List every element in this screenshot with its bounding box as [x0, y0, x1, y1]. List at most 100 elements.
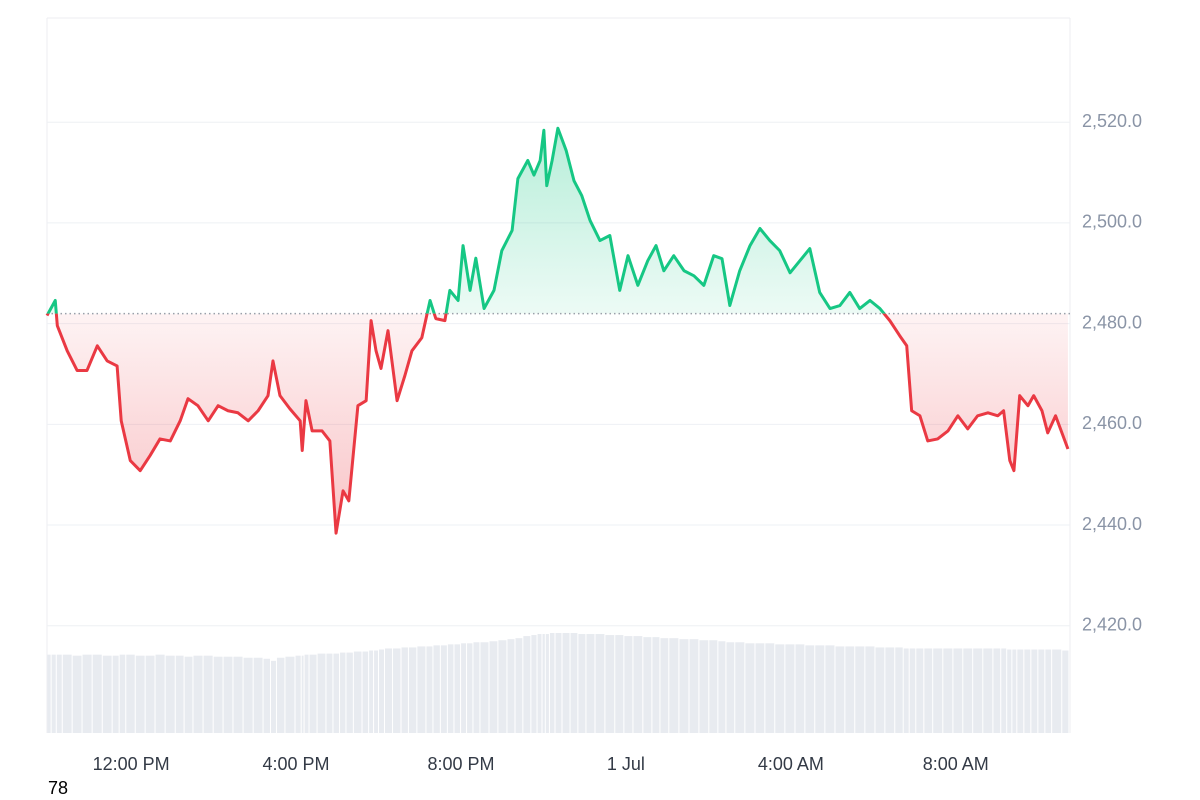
volume-bar	[253, 657, 263, 733]
volume-bar	[633, 636, 643, 733]
volume-bar	[362, 651, 369, 733]
volume-bar	[669, 638, 679, 733]
volume-bar	[276, 657, 285, 733]
volume-bar	[523, 636, 531, 733]
volume-bar	[542, 634, 545, 733]
volume-bar	[102, 655, 112, 733]
y-tick-label: 2,460.0	[1082, 413, 1142, 433]
volume-bar	[175, 655, 184, 733]
volume-bar	[709, 640, 718, 733]
volume-bar	[135, 655, 145, 733]
price-line-down	[45, 313, 1070, 535]
volume-bar	[555, 633, 562, 733]
volume-bar	[605, 635, 615, 733]
volume-bar	[689, 639, 699, 733]
y-tick-label: 2,500.0	[1082, 212, 1142, 232]
volume-bar	[263, 658, 270, 733]
volume-bar	[304, 654, 309, 733]
y-tick-label: 2,440.0	[1082, 514, 1142, 534]
volume-bar	[270, 660, 276, 733]
volume-bar	[461, 643, 467, 733]
volume-bar	[369, 650, 374, 733]
volume-bar	[875, 647, 885, 733]
volume-bar	[467, 643, 473, 733]
volume-bar	[595, 634, 605, 733]
volume-bar	[531, 635, 537, 733]
volume-bar	[333, 653, 340, 733]
y-tick-label: 2,520.0	[1082, 111, 1142, 131]
volume-bar	[549, 633, 555, 733]
volume-bar	[353, 651, 362, 733]
volume-bar	[643, 637, 652, 733]
volume-bar	[1062, 650, 1069, 733]
volume-bar	[586, 634, 595, 733]
y-tick-label: 2,480.0	[1082, 312, 1142, 332]
volume-bar	[1017, 649, 1024, 733]
volume-bar	[983, 648, 993, 733]
volume-bar	[447, 644, 454, 733]
y-tick-label: 2,420.0	[1082, 615, 1142, 635]
volume-bar	[795, 644, 805, 733]
volume-bar	[624, 636, 633, 733]
volume-bar	[401, 647, 408, 733]
volume-bar	[924, 648, 933, 733]
volume-bar	[309, 654, 317, 733]
volume-bar	[507, 639, 515, 733]
volume-bar	[865, 646, 875, 733]
area-up	[48, 128, 885, 314]
volume-bar	[845, 646, 855, 733]
volume-bar	[545, 634, 549, 733]
volume-bar	[973, 648, 983, 733]
volume-bar	[340, 652, 346, 733]
volume-bar	[184, 656, 193, 733]
volume-bar	[835, 646, 845, 733]
volume-bar	[433, 645, 440, 733]
volume-bar	[562, 633, 570, 733]
x-tick-label: 1 Jul	[607, 754, 645, 774]
volume-bar	[384, 648, 393, 733]
x-tick-label: 8:00 PM	[427, 754, 494, 774]
volume-bar	[233, 656, 243, 733]
volume-bar	[317, 653, 326, 733]
x-tick-label: 8:00 AM	[923, 754, 989, 774]
volume-bar	[1038, 649, 1045, 733]
volume-bar	[745, 643, 755, 733]
volume-bar	[699, 640, 709, 733]
x-tick-label: 4:00 AM	[758, 754, 824, 774]
volume-bar	[56, 654, 62, 733]
volume-bar	[953, 648, 963, 733]
volume-bar	[326, 653, 333, 733]
volume-bar	[785, 644, 795, 733]
volume-bar	[62, 654, 72, 733]
volume-bar	[537, 634, 542, 733]
x-tick-label: 4:00 PM	[263, 754, 330, 774]
volume-bar	[223, 656, 233, 733]
volume-bar	[1024, 649, 1031, 733]
volume-bar	[112, 655, 119, 733]
volume-bar	[903, 648, 909, 733]
volume-bar	[285, 656, 295, 733]
volume-bar	[426, 646, 433, 733]
volume-bar	[47, 654, 51, 733]
volume-bar	[408, 647, 417, 733]
volume-bar	[885, 647, 895, 733]
volume-bar	[775, 644, 785, 733]
volume-bar	[578, 634, 586, 733]
volume-bar	[126, 654, 135, 733]
annotation: 78	[48, 778, 68, 798]
volume-bar	[963, 648, 973, 733]
volume-bar	[489, 641, 498, 733]
volume-bar	[909, 648, 916, 733]
volume-bar	[652, 637, 660, 733]
volume-bar	[1031, 649, 1038, 733]
volume-bar	[51, 654, 56, 733]
volume-bar	[755, 643, 765, 733]
volume-bar	[92, 654, 102, 733]
volume-bar	[213, 656, 223, 733]
volume-bar	[855, 646, 865, 733]
x-tick-label: 12:00 PM	[93, 754, 170, 774]
price-line-up	[46, 126, 886, 314]
volume-bar	[440, 645, 447, 733]
volume-bar	[72, 655, 82, 733]
